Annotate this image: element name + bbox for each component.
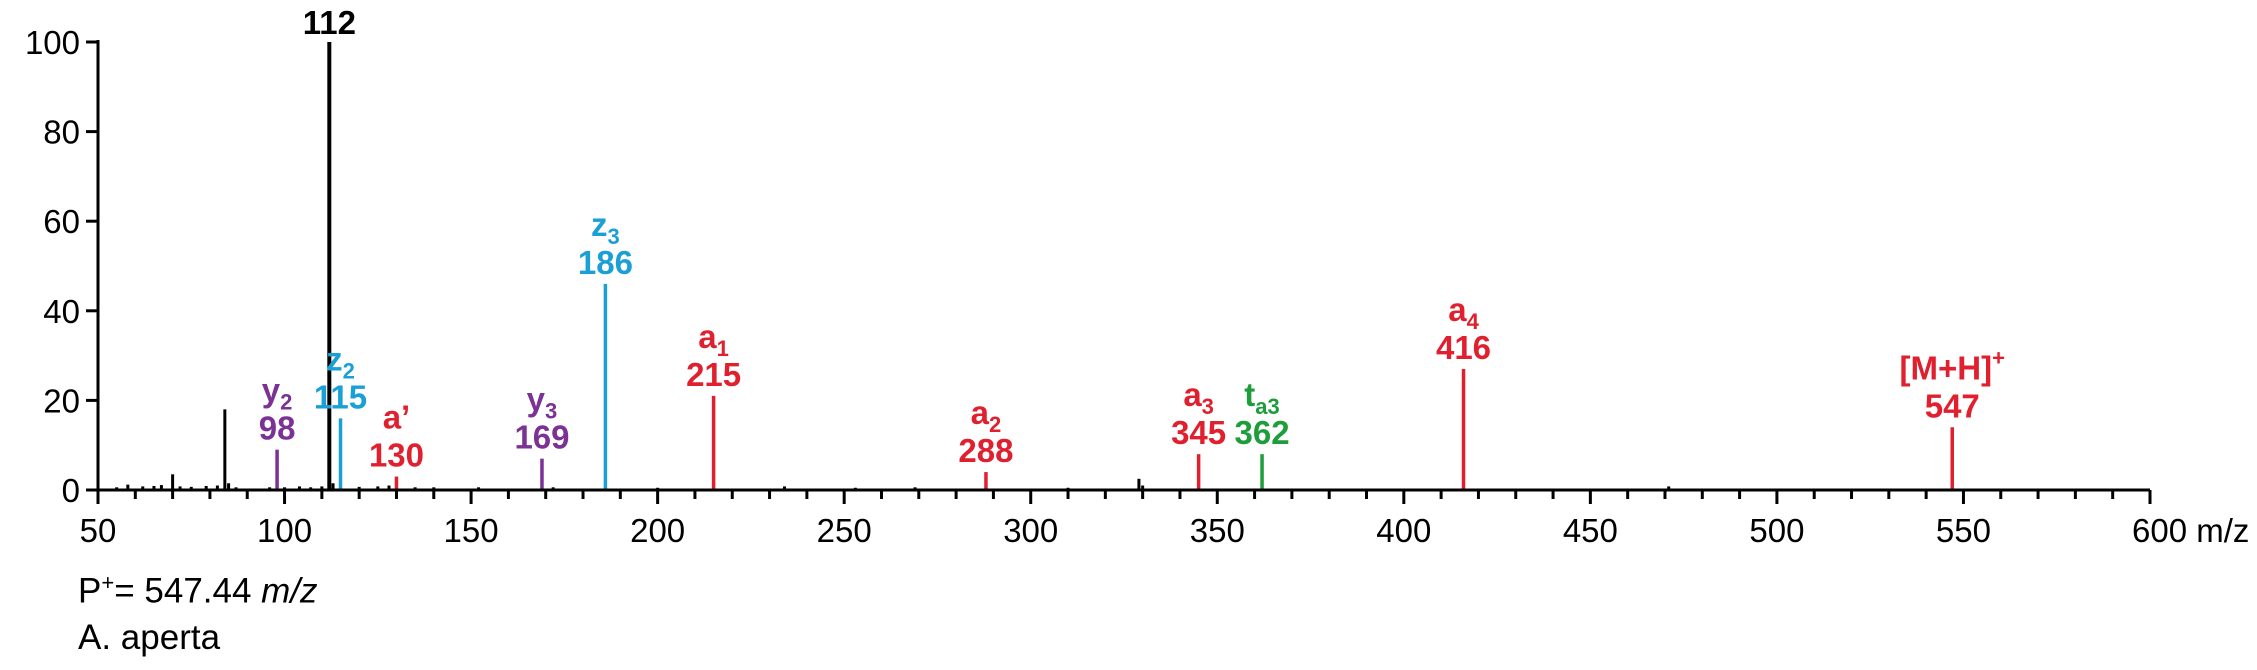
y-tick-label-80: 80	[43, 114, 80, 151]
peak-label-115: 115	[314, 378, 367, 415]
x-tick-label-450: 450	[1563, 512, 1618, 549]
species-caption: A. aperta	[78, 618, 221, 657]
precursor-charge: +	[101, 570, 115, 595]
x-tick-label-300: 300	[1003, 512, 1058, 549]
precursor-prefix: P	[78, 571, 102, 611]
x-tick-label-250: 250	[817, 512, 872, 549]
ion-label-215: a1	[698, 318, 729, 361]
x-tick-label-50: 50	[80, 512, 117, 549]
ion-label-186: z3	[591, 206, 620, 249]
peak-label-547: 547	[1925, 387, 1980, 424]
x-tick-label-150: 150	[444, 512, 499, 549]
base-peak-label: 112	[303, 4, 356, 41]
x-tick-label-500: 500	[1749, 512, 1804, 549]
ion-label-98: y2	[262, 372, 293, 415]
y-tick-label-40: 40	[43, 293, 80, 330]
peak-label-186: 186	[578, 244, 633, 281]
y-tick-label-60: 60	[43, 203, 80, 240]
peak-label-345: 345	[1171, 414, 1226, 451]
ion-label-115: z2	[326, 340, 355, 383]
x-tick-label-200: 200	[630, 512, 685, 549]
x-tick-label-100: 100	[257, 512, 312, 549]
ion-label-547: [M+H]+	[1900, 345, 2005, 386]
axes-group: 0 20 40 60 80 100 50 100 150 200 250 300 350 400 450 50…	[25, 24, 2249, 549]
x-tick-label-400: 400	[1376, 512, 1431, 549]
peak-label-98: 98	[259, 410, 296, 447]
ion-label-416: a4	[1448, 291, 1479, 334]
ion-label-288: a2	[971, 394, 1002, 437]
precursor-caption: P+= 547.44 m/z	[78, 570, 318, 612]
ion-label-130: a’	[383, 399, 411, 436]
precursor-unit: m/z	[261, 571, 318, 611]
peak-label-215: 215	[686, 356, 741, 393]
peak-label-288: 288	[958, 432, 1013, 469]
precursor-value: = 547.44	[114, 571, 262, 611]
y-tick-label-20: 20	[43, 382, 80, 419]
peak-label-362: 362	[1235, 414, 1290, 451]
mass-spectrum-chart: 0 20 40 60 80 100 50 100 150 200 250 300 350 400 450 50…	[25, 4, 2249, 549]
peak-label-416: 416	[1436, 329, 1491, 366]
x-tick-label-550: 550	[1936, 512, 1991, 549]
minor-peaks-group	[115, 409, 1671, 490]
y-tick-label-100: 100	[25, 24, 80, 61]
ion-label-362: ta3	[1244, 376, 1279, 419]
x-tick-label-350: 350	[1190, 512, 1245, 549]
y-tick-label-0: 0	[62, 472, 80, 509]
peak-label-130: 130	[369, 437, 424, 474]
ion-label-345: a3	[1183, 376, 1214, 419]
ion-label-169: y3	[527, 381, 558, 424]
x-tick-label-600: 600 m/z	[2132, 512, 2249, 549]
peak-label-169: 169	[514, 419, 569, 456]
peaks-group	[275, 42, 1955, 490]
